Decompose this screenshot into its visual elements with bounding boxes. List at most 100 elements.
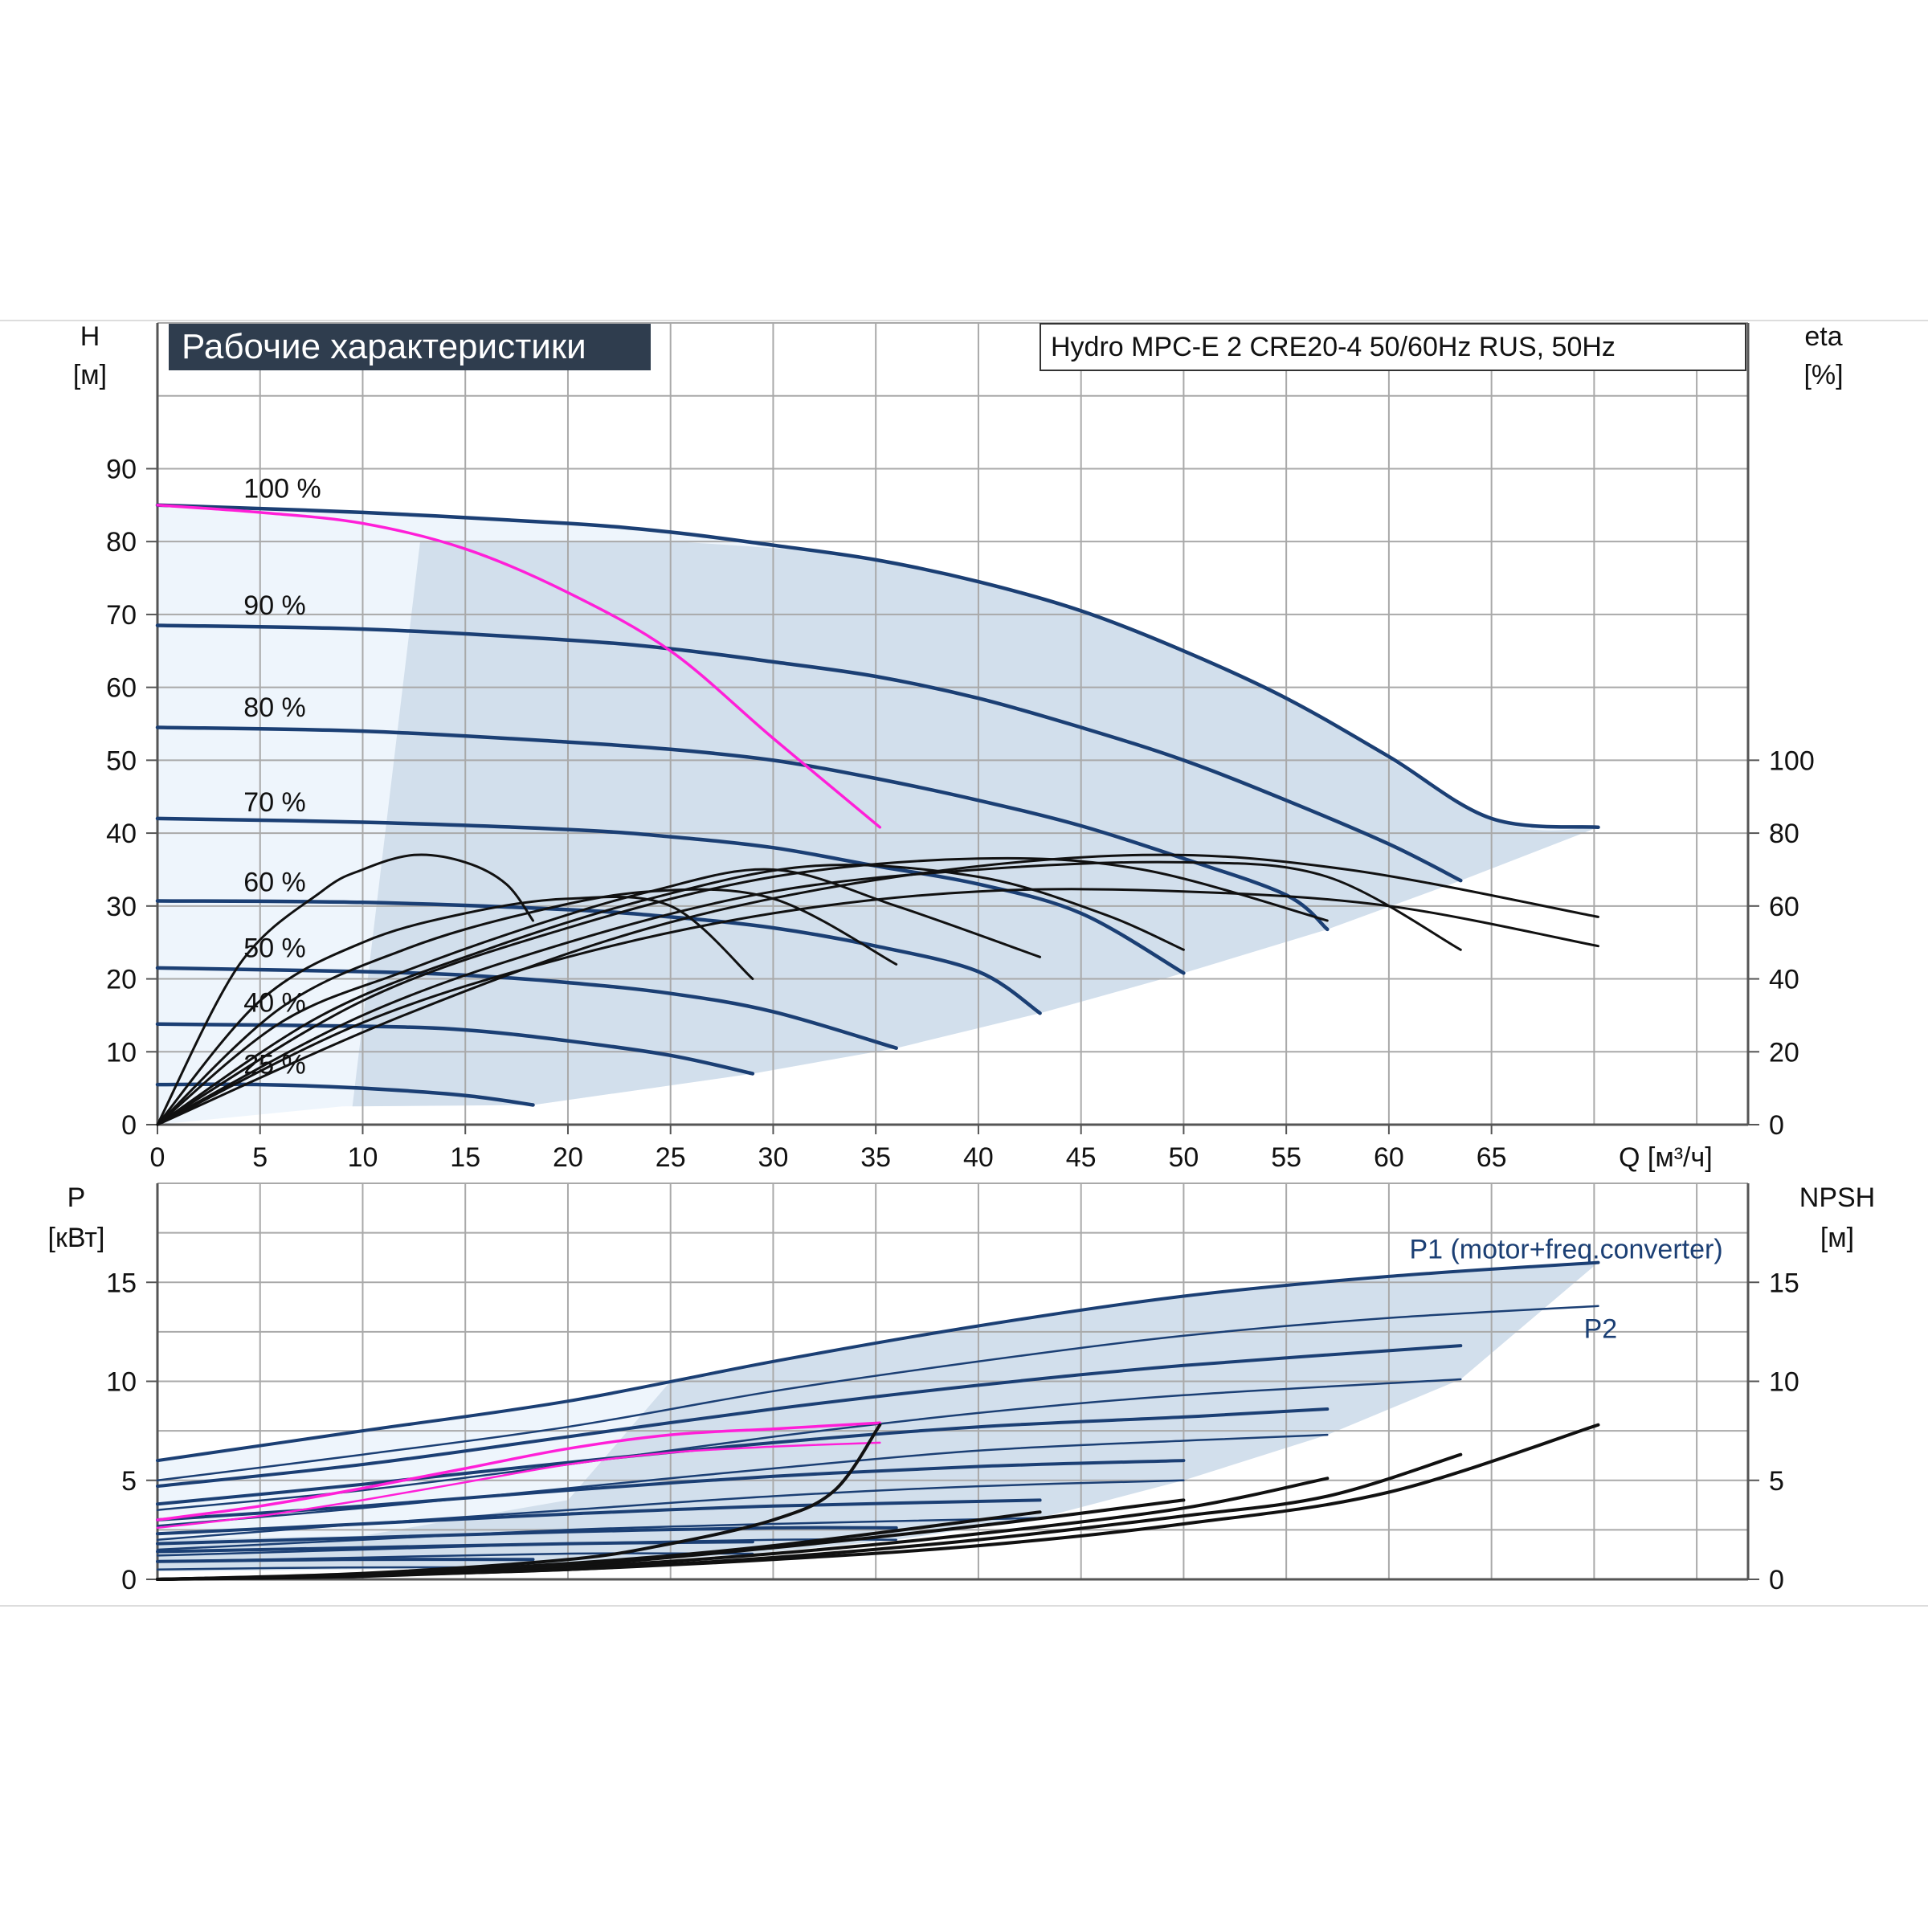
eta-axis-title: eta <box>1804 321 1842 352</box>
q-axis-title: Q [м³/ч] <box>1619 1142 1713 1173</box>
y-tick-label: 50 <box>106 745 137 776</box>
axes <box>146 323 1759 1581</box>
eta-curve-9 <box>156 895 754 1126</box>
h-axis-title: H <box>80 321 100 352</box>
y2-tick-label: 60 <box>1769 892 1799 922</box>
y-tick-label: 90 <box>106 454 137 484</box>
y2-tick-label: 0 <box>1769 1110 1784 1141</box>
y2-tick-label: 100 <box>1769 745 1815 776</box>
x-tick-label: 5 <box>252 1142 268 1173</box>
x-tick-label: 50 <box>1169 1142 1199 1173</box>
p-axis-unit: [кВт] <box>48 1223 105 1253</box>
bottom-frame-line <box>0 1605 1928 1607</box>
lower-operating-area <box>157 1262 1599 1572</box>
model-label: Hydro MPC-E 2 CRE20-4 50/60Hz RUS, 50Hz <box>1051 332 1616 362</box>
p2-curve-9 <box>156 1517 1041 1551</box>
npsh-tick-label: 15 <box>1769 1268 1799 1298</box>
npsh-axis-unit: [м] <box>1820 1223 1854 1253</box>
p1_max-curve-16 <box>156 1421 882 1522</box>
y-tick-label: 40 <box>106 819 137 849</box>
max-curve-17 <box>156 504 882 829</box>
head-curve-3 <box>155 816 1186 975</box>
y2-tick-label: 20 <box>1769 1037 1799 1068</box>
x-tick-label: 20 <box>553 1142 583 1173</box>
p-tick-label: 15 <box>106 1268 137 1298</box>
power-curve-label: P2 <box>1584 1313 1618 1344</box>
npsh-tick-label: 10 <box>1769 1367 1799 1398</box>
eta-curve-14 <box>156 860 1462 1126</box>
p1-curve-8 <box>156 1498 1042 1536</box>
speed-label: 70 % <box>243 787 306 818</box>
npsh-axis-title: NPSH <box>1799 1182 1875 1213</box>
speed-label: 40 % <box>243 987 306 1018</box>
y-tick-label: 10 <box>106 1037 137 1068</box>
p2-curve-1 <box>156 1305 1599 1482</box>
p1-curve-0 <box>156 1260 1600 1463</box>
p1-curve-2 <box>156 1344 1463 1489</box>
head-curve-4 <box>155 899 1042 1015</box>
y2-tick-label: 80 <box>1769 819 1799 849</box>
p1-curve-4 <box>156 1407 1330 1506</box>
p1-curve-10 <box>156 1526 898 1546</box>
p1-curve-6 <box>156 1459 1186 1522</box>
eta-curve-11 <box>156 868 1042 1126</box>
power-light-area <box>157 1381 671 1540</box>
p2-curve-3 <box>156 1378 1462 1511</box>
grid <box>157 322 1748 1580</box>
x-tick-label: 25 <box>656 1142 686 1173</box>
power-curve-label: P1 (motor+freq.converter) <box>1409 1235 1722 1265</box>
x-tick-label: 30 <box>758 1142 789 1173</box>
speed-label: 60 % <box>243 868 306 898</box>
speed-label: 80 % <box>243 692 306 723</box>
head-curve-0 <box>155 503 1600 830</box>
y-tick-label: 80 <box>106 527 137 558</box>
head-curve-1 <box>155 623 1463 883</box>
p-axis-title: P <box>67 1182 86 1213</box>
eta-curve-8 <box>156 853 534 1126</box>
h-axis-unit: [м] <box>73 360 107 390</box>
top-frame-line <box>0 320 1928 321</box>
upper-operating-area <box>157 504 1599 1125</box>
eta-curve-16 <box>156 853 1599 1126</box>
speed-label: 90 % <box>243 590 306 621</box>
speed-label: 25 % <box>243 1049 306 1080</box>
y-tick-label: 20 <box>106 965 137 995</box>
efficiency-area <box>352 541 1599 1107</box>
p-tick-label: 0 <box>121 1565 137 1595</box>
x-tick-label: 60 <box>1374 1142 1404 1173</box>
head-curve-2 <box>155 725 1330 932</box>
eta-curve-12 <box>156 864 1185 1126</box>
p-tick-label: 5 <box>121 1466 137 1497</box>
x-tick-label: 45 <box>1066 1142 1097 1173</box>
eta-curve-13 <box>156 856 1329 1126</box>
p2-curve-5 <box>156 1433 1329 1527</box>
eta-curve-15 <box>156 888 1599 1126</box>
p-tick-label: 10 <box>106 1367 137 1398</box>
x-tick-label: 15 <box>450 1142 480 1173</box>
y-tick-label: 0 <box>121 1110 137 1141</box>
y-tick-label: 30 <box>106 892 137 922</box>
y2-tick-label: 40 <box>1769 965 1799 995</box>
title-box <box>169 324 651 370</box>
p2_max-curve-17 <box>156 1441 881 1530</box>
x-tick-label: 10 <box>348 1142 378 1173</box>
chart-title: Рабочие характеристики <box>182 327 586 366</box>
head-curve-5 <box>155 966 898 1050</box>
series <box>155 503 1600 1581</box>
speed-label: 50 % <box>243 933 306 963</box>
eta-axis-unit: [%] <box>1803 360 1843 390</box>
x-tick-label: 55 <box>1271 1142 1301 1173</box>
y-tick-label: 70 <box>106 600 137 631</box>
y-tick-label: 60 <box>106 673 137 704</box>
x-tick-label: 35 <box>860 1142 891 1173</box>
npsh-tick-label: 0 <box>1769 1565 1784 1595</box>
x-tick-label: 40 <box>963 1142 994 1173</box>
x-tick-label: 0 <box>150 1142 165 1173</box>
model-box <box>1040 323 1746 371</box>
x-tick-label: 65 <box>1477 1142 1507 1173</box>
speed-label: 100 % <box>243 474 321 504</box>
p1-curve-14 <box>156 1558 535 1563</box>
